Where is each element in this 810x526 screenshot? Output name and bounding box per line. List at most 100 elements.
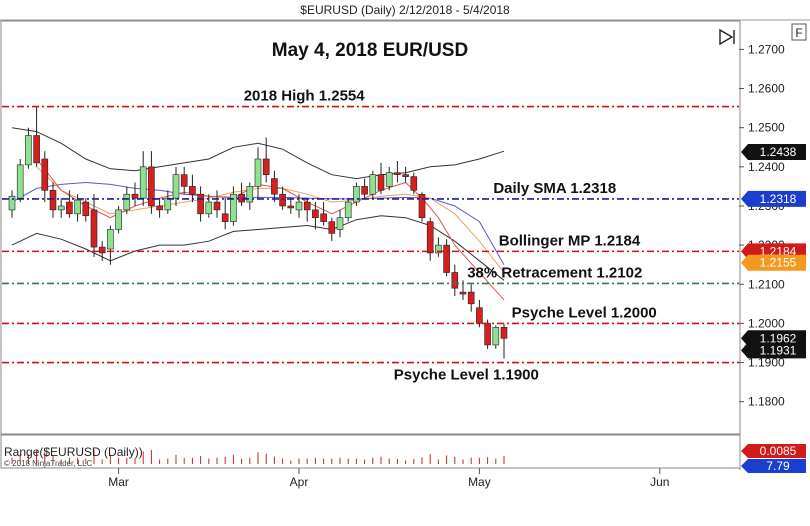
price-tag: 1.1931 [741, 342, 806, 359]
candle-body [74, 199, 81, 215]
chart-header [0, 0, 810, 20]
f-button-label[interactable]: F [795, 26, 802, 40]
candle-body [189, 186, 196, 195]
candle-body [426, 221, 434, 254]
range-histogram [11, 450, 505, 464]
candle-body [33, 135, 40, 164]
candle-body [459, 291, 467, 295]
price-tag: 1.2318 [741, 190, 806, 207]
candle-body [115, 209, 122, 230]
candle-body [41, 158, 49, 191]
x-tick-label: Apr [290, 475, 309, 489]
chart-title: May 4, 2018 EUR/USD [272, 40, 468, 61]
y-tick-label: 1.2700 [748, 42, 785, 56]
range-tag-shape [741, 444, 806, 458]
candle-body [328, 221, 336, 234]
candle-body [500, 327, 508, 339]
range-tag: 0.0085 [741, 444, 806, 458]
main-panel-border [0, 20, 741, 435]
price-tag-label: 1.1931 [760, 343, 797, 357]
candle-body [394, 172, 401, 175]
candle-body [148, 166, 155, 207]
candle-body [443, 244, 450, 273]
x-tick-label: May [468, 475, 491, 489]
candle-body [82, 201, 90, 217]
candle-body [205, 201, 213, 215]
level-annotation: Bollinger MP 1.2184 [499, 232, 641, 249]
price-tag-shape [741, 342, 806, 359]
candle-body [262, 158, 270, 175]
price-tag-shape [741, 143, 806, 160]
candle-body [139, 166, 147, 199]
time-axis: Mar Apr May Jun [108, 468, 669, 489]
candle-body [369, 174, 377, 195]
candle-body [418, 193, 426, 219]
level-annotation: 38% Retracement 1.2102 [467, 264, 642, 281]
candle-body [8, 195, 16, 211]
candle-body [402, 174, 409, 177]
ema-line [36, 158, 505, 301]
candle-body [279, 193, 286, 207]
candle-body [344, 201, 352, 219]
candle-body [66, 201, 73, 215]
candle-body [484, 323, 491, 346]
candle-body [312, 209, 319, 219]
bollinger-upper-line [11, 127, 505, 180]
candle-body [492, 327, 500, 346]
level-annotation: Daily SMA 1.2318 [493, 180, 616, 197]
y-tick-label: 1.2100 [748, 277, 785, 291]
candle-body [172, 174, 180, 199]
price-tag: 1.2155 [741, 254, 806, 271]
price-tag-label: 1.2155 [760, 256, 797, 270]
candle-body [98, 246, 106, 254]
level-annotation: Psyche Level 1.1900 [394, 367, 539, 384]
candle-body [361, 186, 368, 195]
candle-body [164, 197, 172, 211]
copyright-text: © 2018 NinjaTrader, LLC [4, 459, 93, 468]
support-resistance-levels: 2018 High 1.2554 Daily SMA 1.2318 Bollinge… [2, 88, 739, 384]
range-panel-label: Range($EURUSD (Daily)) [4, 445, 143, 459]
x-tick-label: Mar [108, 475, 129, 489]
range-tag-label: 0.0085 [760, 444, 797, 458]
candle-body [246, 186, 254, 203]
candle-body [197, 193, 204, 215]
candle-body [451, 272, 459, 289]
candle-body [156, 205, 163, 211]
price-tag-label: 1.1962 [760, 331, 797, 345]
window-title: $EURUSD (Daily) 2/12/2018 - 5/4/2018 [300, 3, 510, 17]
play-icon[interactable] [719, 28, 735, 46]
candle-body [16, 164, 24, 199]
candle-body [377, 174, 385, 191]
candle-body [467, 291, 475, 305]
candle-body [57, 205, 65, 211]
x-tick-label: Jun [650, 475, 669, 489]
candle-body [410, 176, 418, 191]
candle-body [221, 213, 229, 222]
candle-body [353, 186, 360, 203]
candle-body [435, 244, 442, 254]
f-button[interactable] [791, 23, 807, 41]
y-tick-label: 1.1900 [748, 356, 785, 370]
candle-body [131, 193, 139, 199]
price-tag: 1.1962 [741, 330, 806, 347]
candle-body [336, 217, 344, 230]
y-tick-label: 1.2600 [748, 82, 785, 96]
range-tag-shape [741, 459, 806, 473]
price-tag-shape [741, 330, 806, 347]
candle-body [385, 172, 393, 187]
candle-body [295, 201, 303, 211]
candle-body [287, 205, 295, 209]
price-tag-shape [741, 190, 806, 207]
candle-body [49, 190, 57, 211]
price-tag: 1.2438 [741, 143, 806, 160]
candle-body [213, 201, 221, 211]
level-annotation: 2018 High 1.2554 [244, 88, 366, 105]
candle-body [107, 229, 114, 250]
candle-body [303, 201, 311, 211]
candle-body [320, 213, 327, 222]
level-annotation: Psyche Level 1.2000 [512, 304, 657, 321]
y-tick-label: 1.2000 [748, 316, 785, 330]
candle-body [476, 307, 483, 324]
range-tag-label: 7.79 [766, 459, 790, 473]
